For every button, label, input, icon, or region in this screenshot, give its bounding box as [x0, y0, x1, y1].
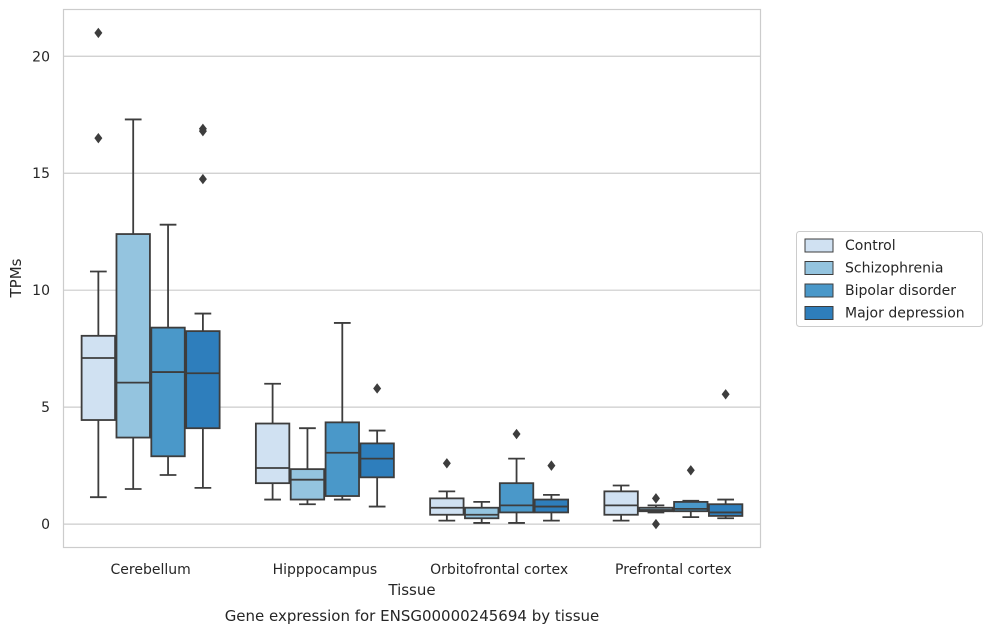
legend-label: Schizophrenia — [845, 261, 943, 277]
box-schizophrenia-prefrontal-cortex — [638, 493, 674, 530]
box-major-depression-prefrontal-cortex — [708, 389, 744, 520]
x-tick-label: Cerebellum — [111, 562, 191, 578]
outlier-point — [651, 518, 660, 530]
outlier-point — [512, 428, 521, 440]
x-axis-ticks: Cerebellum Hipppocampus Orbitofrontal cort… — [111, 562, 732, 578]
y-tick-label: 10 — [32, 283, 50, 299]
box-schizophrenia-hipppocampus — [289, 427, 326, 506]
box-major-depression-hipppocampus — [359, 383, 395, 508]
box-schizophrenia-orbitofrontal-cortex — [464, 500, 500, 524]
x-tick-label: Hipppocampus — [273, 562, 378, 578]
outlier-point — [94, 132, 103, 144]
iqr-box — [324, 421, 360, 497]
iqr-box — [289, 468, 326, 501]
outlier-point — [373, 383, 382, 394]
legend-label: Major depression — [845, 306, 965, 322]
y-axis-label: TPMs — [7, 258, 25, 298]
x-axis-label: Tissue — [387, 581, 435, 599]
legend-label: Control — [845, 238, 896, 254]
iqr-box — [498, 482, 535, 514]
legend-frame — [796, 231, 983, 327]
x-tick-label: Orbitofrontal cortex — [430, 562, 568, 578]
outlier-point — [442, 458, 451, 469]
outlier-point — [547, 460, 556, 471]
outlier-point — [651, 493, 660, 504]
legend-swatch — [804, 238, 834, 253]
iqr-box — [708, 503, 744, 517]
box-control-hipppocampus — [254, 382, 291, 501]
legend-swatch — [804, 261, 834, 275]
iqr-box — [673, 500, 709, 513]
legend-label: Bipolar disorder — [845, 283, 956, 299]
plot-frame — [62, 8, 762, 549]
box-major-depression-cerebellum — [185, 123, 221, 489]
outlier-point — [198, 125, 207, 137]
y-tick-label: 20 — [32, 49, 50, 65]
legend-swatch — [804, 306, 834, 320]
box-control-orbitofrontal-cortex — [429, 458, 465, 522]
iqr-box — [80, 334, 116, 421]
outlier-point — [721, 389, 730, 400]
chart-caption: Gene expression for ENSG00000245694 by t… — [225, 607, 600, 625]
iqr-box — [464, 506, 500, 520]
box-bipolar-disorder-prefrontal-cortex — [673, 465, 709, 518]
plot-area — [80, 27, 744, 530]
y-axis-ticks: 0 5 10 15 20 — [32, 49, 50, 533]
iqr-box — [185, 330, 221, 430]
box-control-prefrontal-cortex — [603, 484, 639, 522]
box-control-cerebellum — [80, 27, 116, 499]
x-tick-label: Prefrontal cortex — [615, 562, 732, 578]
y-tick-label: 0 — [41, 517, 50, 533]
iqr-box — [359, 442, 395, 479]
box-schizophrenia-cerebellum — [115, 118, 151, 490]
legend-swatch — [804, 283, 834, 298]
box-major-depression-orbitofrontal-cortex — [533, 460, 570, 522]
y-tick-label: 5 — [41, 400, 50, 416]
iqr-box — [115, 233, 151, 439]
iqr-box — [603, 490, 639, 516]
y-tick-label: 15 — [32, 166, 50, 182]
outlier-point — [198, 173, 207, 185]
iqr-box — [254, 422, 291, 485]
box-bipolar-disorder-hipppocampus — [324, 322, 360, 501]
iqr-box — [429, 497, 465, 516]
legend: Control Schizophrenia Bipolar disorder Majo… — [796, 231, 983, 327]
outlier-point — [94, 27, 103, 39]
box-bipolar-disorder-orbitofrontal-cortex — [498, 428, 535, 524]
iqr-box — [150, 326, 186, 458]
legend-entries: Control Schizophrenia Bipolar disorder Majo… — [804, 238, 965, 322]
outlier-point — [686, 465, 695, 476]
box-bipolar-disorder-cerebellum — [150, 223, 186, 476]
